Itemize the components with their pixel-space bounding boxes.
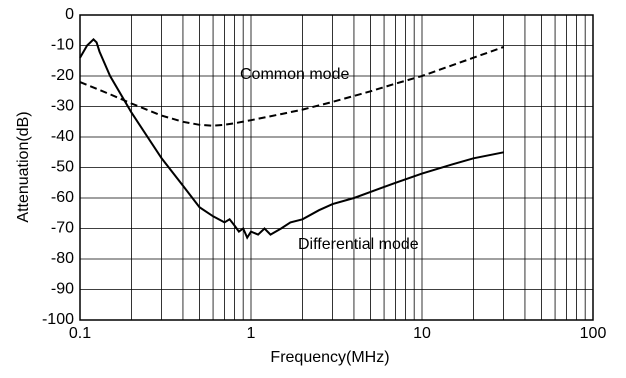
y-tick-label: 0 [65, 6, 74, 23]
series-label: Differential mode [298, 236, 419, 253]
x-tick-label: 1 [247, 325, 256, 342]
series-line [79, 38, 504, 240]
y-tick-label: -90 [51, 281, 74, 298]
series-line [79, 46, 504, 127]
y-tick-label: -100 [42, 311, 74, 328]
y-axis-label: Attenuation(dB) [15, 111, 32, 222]
y-tick-label: -40 [51, 128, 74, 145]
x-tick-label: 100 [580, 325, 607, 342]
x-axis-label: Frequency(MHz) [270, 349, 389, 366]
x-tick-label: 0.1 [69, 325, 91, 342]
series-label: Common mode [240, 66, 349, 83]
y-tick-label: -20 [51, 67, 74, 84]
y-tick-label: -80 [51, 250, 74, 267]
x-tick-label: 10 [413, 325, 431, 342]
y-tick-label: -10 [51, 37, 74, 54]
y-tick-label: -30 [51, 98, 74, 115]
y-tick-label: -60 [51, 189, 74, 206]
y-tick-label: -50 [51, 159, 74, 176]
y-tick-label: -70 [51, 220, 74, 237]
